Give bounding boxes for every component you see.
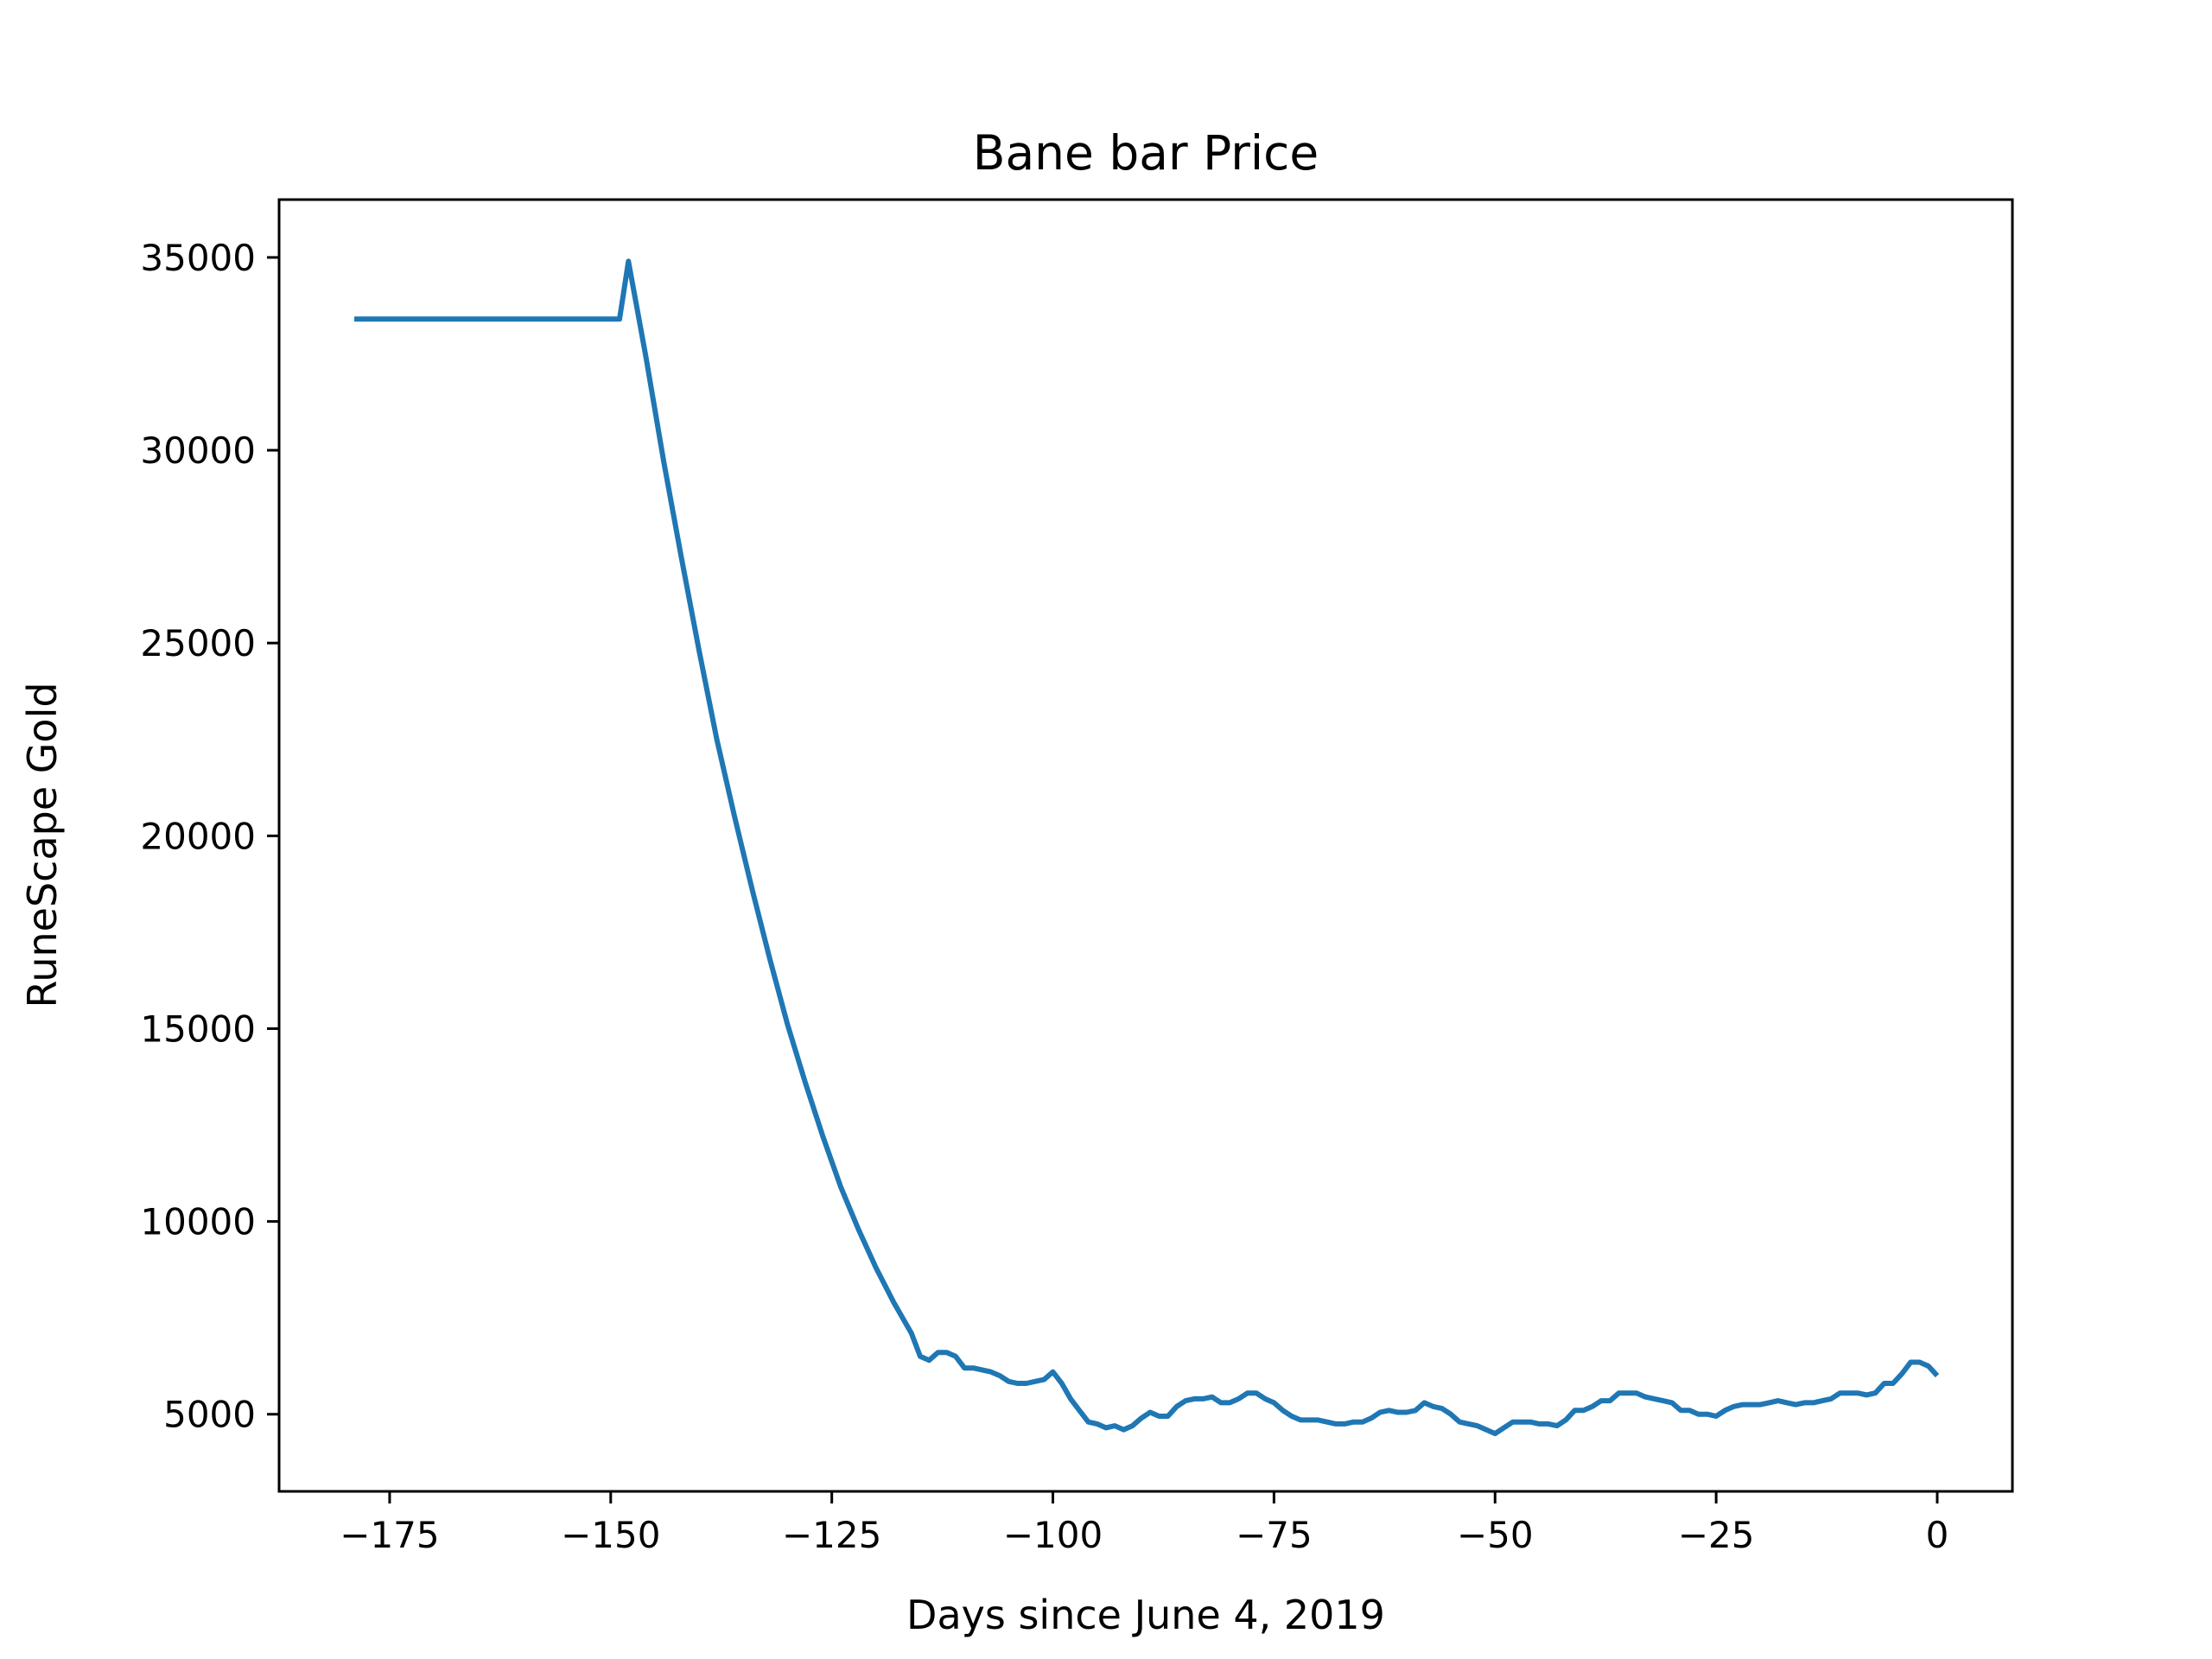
- series-line: [354, 258, 1940, 1437]
- plot-area: [354, 258, 1940, 1437]
- x-tick-label: −50: [1457, 1514, 1534, 1556]
- y-axis: 5000 10000 15000 20000 25000 30000 35000: [140, 237, 279, 1436]
- y-axis-title: RuneScape Gold: [19, 682, 66, 1007]
- chart-title: Bane bar Price: [973, 125, 1319, 181]
- y-tick-label: 35000: [140, 237, 256, 279]
- x-axis: −175 −150 −125 −100 −75 −50 −25 0: [340, 1491, 1948, 1556]
- x-tick-label: 0: [1926, 1514, 1949, 1556]
- x-axis-title: Days since June 4, 2019: [906, 1592, 1385, 1638]
- x-tick-label: −175: [340, 1514, 439, 1556]
- y-tick-label: 10000: [140, 1201, 256, 1243]
- y-tick-label: 5000: [163, 1394, 256, 1436]
- y-tick-label: 30000: [140, 429, 256, 472]
- axes-frame: [277, 198, 2014, 1493]
- x-tick-label: −125: [782, 1514, 881, 1556]
- y-tick-label: 15000: [140, 1007, 256, 1050]
- x-tick-label: −150: [561, 1514, 660, 1556]
- x-tick-label: −75: [1236, 1514, 1313, 1556]
- y-tick-label: 20000: [140, 815, 256, 857]
- x-tick-label: −25: [1678, 1514, 1755, 1556]
- x-tick-label: −100: [1003, 1514, 1103, 1556]
- y-tick-label: 25000: [140, 622, 256, 664]
